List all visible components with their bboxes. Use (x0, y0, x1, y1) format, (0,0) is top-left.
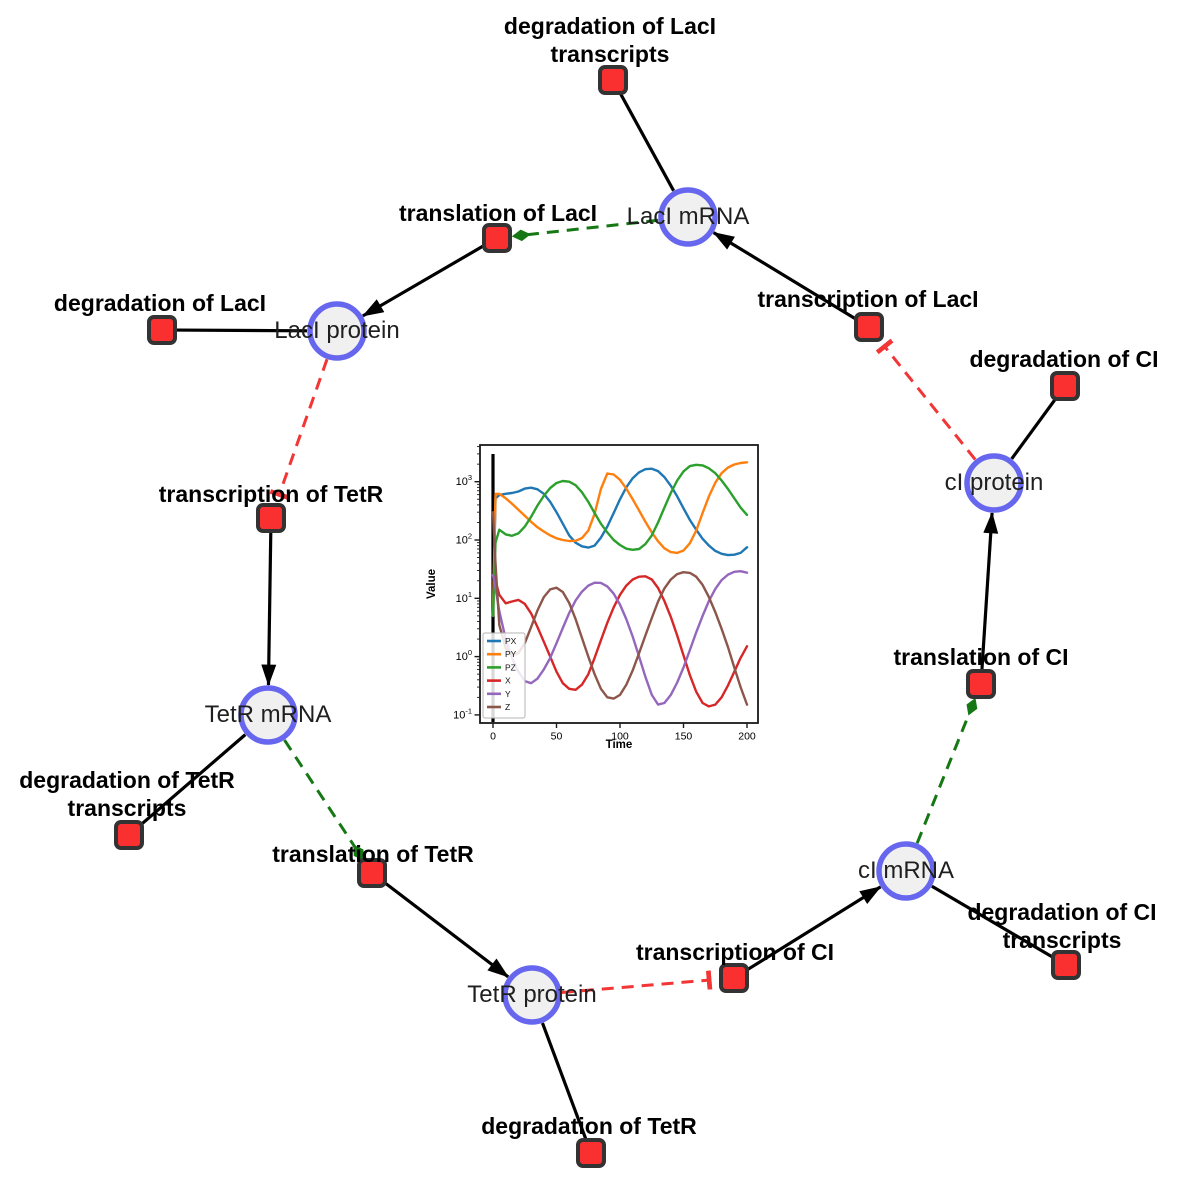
x-tick-label: 50 (551, 731, 563, 743)
legend-label-PY: PY (505, 649, 517, 659)
reaction-node-deg-laci-transcripts[interactable] (598, 65, 628, 95)
edge-ci-mrna-deg-ci-transcripts-plain (931, 884, 1054, 959)
chart-generated-content: 103 102 101 100 10-1 0 50 100 150 200 PX PY PZ XYZ (453, 444, 759, 743)
y-tick-label: 102 (456, 532, 472, 547)
reaction-node-deg-laci[interactable] (147, 315, 177, 345)
x-tick-label: 200 (738, 731, 756, 743)
plot-frame (479, 444, 759, 724)
species-node-tetr-protein[interactable] (502, 965, 562, 1025)
edge-laci-protein-deg-laci-plain (176, 328, 308, 333)
series-line-PX (491, 467, 749, 618)
edge-laci-mrna-translation-laci-catalysis (511, 218, 659, 242)
legend-label-X: X (505, 676, 511, 686)
edge-ci-mrna-translation-ci-catalysis (915, 697, 978, 844)
reaction-node-deg-tetr[interactable] (576, 1138, 606, 1168)
species-node-ci-protein[interactable] (964, 453, 1024, 513)
chart-legend: PX PY PZ XYZ (482, 632, 526, 719)
legend-label-PZ: PZ (505, 662, 516, 672)
reaction-node-deg-ci[interactable] (1050, 371, 1080, 401)
edge-tetr-mrna-deg-tetr-transcripts-plain (139, 733, 247, 827)
y-tick-label: 101 (456, 590, 472, 605)
reaction-node-deg-ci-transcripts[interactable] (1051, 950, 1081, 980)
edge-tetr-mrna-translation-tetr-catalysis (283, 739, 364, 861)
edge-translation-tetr-tetr-protein-arrow (382, 880, 510, 979)
y-axis-label: Value (426, 569, 438, 599)
inset-chart: 103 102 101 100 10-1 0 50 100 150 200 PX PY PZ XYZ Ti… (426, 444, 759, 751)
series-line-Z (491, 510, 749, 706)
legend-label-Z: Z (505, 702, 510, 712)
species-node-laci-protein[interactable] (307, 301, 367, 361)
series-line-PY (491, 461, 749, 618)
x-tick-label: 150 (675, 731, 693, 743)
reaction-node-transcription-tetr[interactable] (256, 503, 286, 533)
edge-translation-laci-laci-protein-arrow (362, 244, 485, 318)
species-node-tetr-mrna[interactable] (238, 685, 298, 745)
edge-transcription-tetr-tetr-mrna-arrow (261, 532, 277, 687)
y-tick-label: 100 (456, 648, 472, 663)
reaction-node-transcription-ci[interactable] (719, 963, 749, 993)
edge-transcription-laci-laci-mrna-arrow (712, 231, 858, 321)
edge-tetr-protein-deg-tetr-plain (540, 1022, 588, 1140)
species-node-laci-mrna[interactable] (658, 187, 718, 247)
reaction-node-translation-laci[interactable] (482, 223, 512, 253)
edge-transcription-ci-ci-mrna-arrow (745, 885, 882, 972)
legend-label-Y: Y (505, 689, 511, 699)
reaction-node-translation-ci[interactable] (966, 669, 996, 699)
species-node-ci-mrna[interactable] (876, 841, 936, 901)
reaction-node-transcription-laci[interactable] (854, 312, 884, 342)
legend-label-PX: PX (505, 636, 517, 646)
edge-deg-laci-transcripts-laci-mrna-plain (618, 92, 675, 192)
reaction-node-deg-tetr-transcripts[interactable] (114, 820, 144, 850)
x-tick-label: 100 (611, 731, 629, 743)
y-tick-label: 10-1 (453, 706, 472, 721)
legend-box (482, 632, 526, 719)
edge-ci-protein-transcription-laci-inhibition (875, 338, 977, 461)
series-line-PZ (491, 463, 749, 618)
edge-layer (139, 92, 1058, 1140)
y-tick-label: 103 (456, 473, 472, 488)
edge-laci-protein-transcription-tetr-inhibition (269, 358, 329, 500)
edge-translation-ci-ci-protein-arrow (980, 511, 999, 670)
reaction-node-translation-tetr[interactable] (357, 858, 387, 888)
series-line-Y (491, 569, 749, 706)
x-axis-label: Time (606, 739, 633, 751)
x-tick-label: 0 (490, 731, 496, 743)
edge-tetr-protein-transcription-ci-inhibition (561, 970, 713, 994)
node-layer (114, 65, 1081, 1168)
edge-ci-protein-deg-ci-plain (1010, 397, 1058, 460)
